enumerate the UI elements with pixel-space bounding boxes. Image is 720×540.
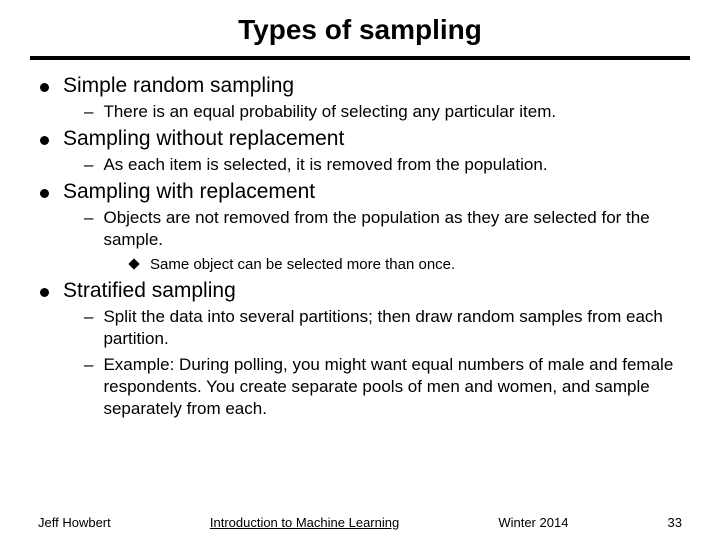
footer-author: Jeff Howbert xyxy=(38,515,111,530)
disc-bullet-icon xyxy=(40,83,49,92)
footer-course: Introduction to Machine Learning xyxy=(210,515,399,530)
dash-bullet-icon: – xyxy=(84,306,93,328)
slide: Types of sampling Simple random sampling… xyxy=(0,0,720,540)
footer: Jeff Howbert Introduction to Machine Lea… xyxy=(30,515,690,540)
bullet-with-replacement: Sampling with replacement xyxy=(40,180,690,204)
sub-stratified-1: – Split the data into several partitions… xyxy=(84,306,690,350)
dash-bullet-icon: – xyxy=(84,207,93,229)
bullet-text: Sampling without replacement xyxy=(63,127,344,151)
dash-bullet-icon: – xyxy=(84,354,93,376)
footer-term: Winter 2014 xyxy=(498,515,568,530)
sub-stratified-2: – Example: During polling, you might wan… xyxy=(84,354,690,420)
sub-text: There is an equal probability of selecti… xyxy=(103,101,556,123)
bullet-text: Stratified sampling xyxy=(63,279,236,303)
bullet-text: Sampling with replacement xyxy=(63,180,315,204)
sub-text: Example: During polling, you might want … xyxy=(103,354,690,420)
sub-text: As each item is selected, it is removed … xyxy=(103,154,547,176)
content: Simple random sampling – There is an equ… xyxy=(30,74,690,515)
dash-bullet-icon: – xyxy=(84,101,93,123)
footer-page-number: 33 xyxy=(668,515,682,530)
sub-without-replacement-1: – As each item is selected, it is remove… xyxy=(84,154,690,176)
bullet-simple-random: Simple random sampling xyxy=(40,74,690,98)
dash-bullet-icon: – xyxy=(84,154,93,176)
sub-with-replacement-1: – Objects are not removed from the popul… xyxy=(84,207,690,251)
bullet-text: Simple random sampling xyxy=(63,74,294,98)
bullet-without-replacement: Sampling without replacement xyxy=(40,127,690,151)
sub-simple-random-1: – There is an equal probability of selec… xyxy=(84,101,690,123)
slide-title: Types of sampling xyxy=(30,14,690,46)
disc-bullet-icon xyxy=(40,189,49,198)
title-rule xyxy=(30,56,690,60)
subsub-text: Same object can be selected more than on… xyxy=(150,255,455,275)
bullet-stratified: Stratified sampling xyxy=(40,279,690,303)
sub-text: Split the data into several partitions; … xyxy=(103,306,690,350)
sub-text: Objects are not removed from the populat… xyxy=(103,207,690,251)
subsub-with-replacement-1a: Same object can be selected more than on… xyxy=(130,255,690,275)
diamond-bullet-icon xyxy=(128,259,139,270)
disc-bullet-icon xyxy=(40,136,49,145)
disc-bullet-icon xyxy=(40,288,49,297)
